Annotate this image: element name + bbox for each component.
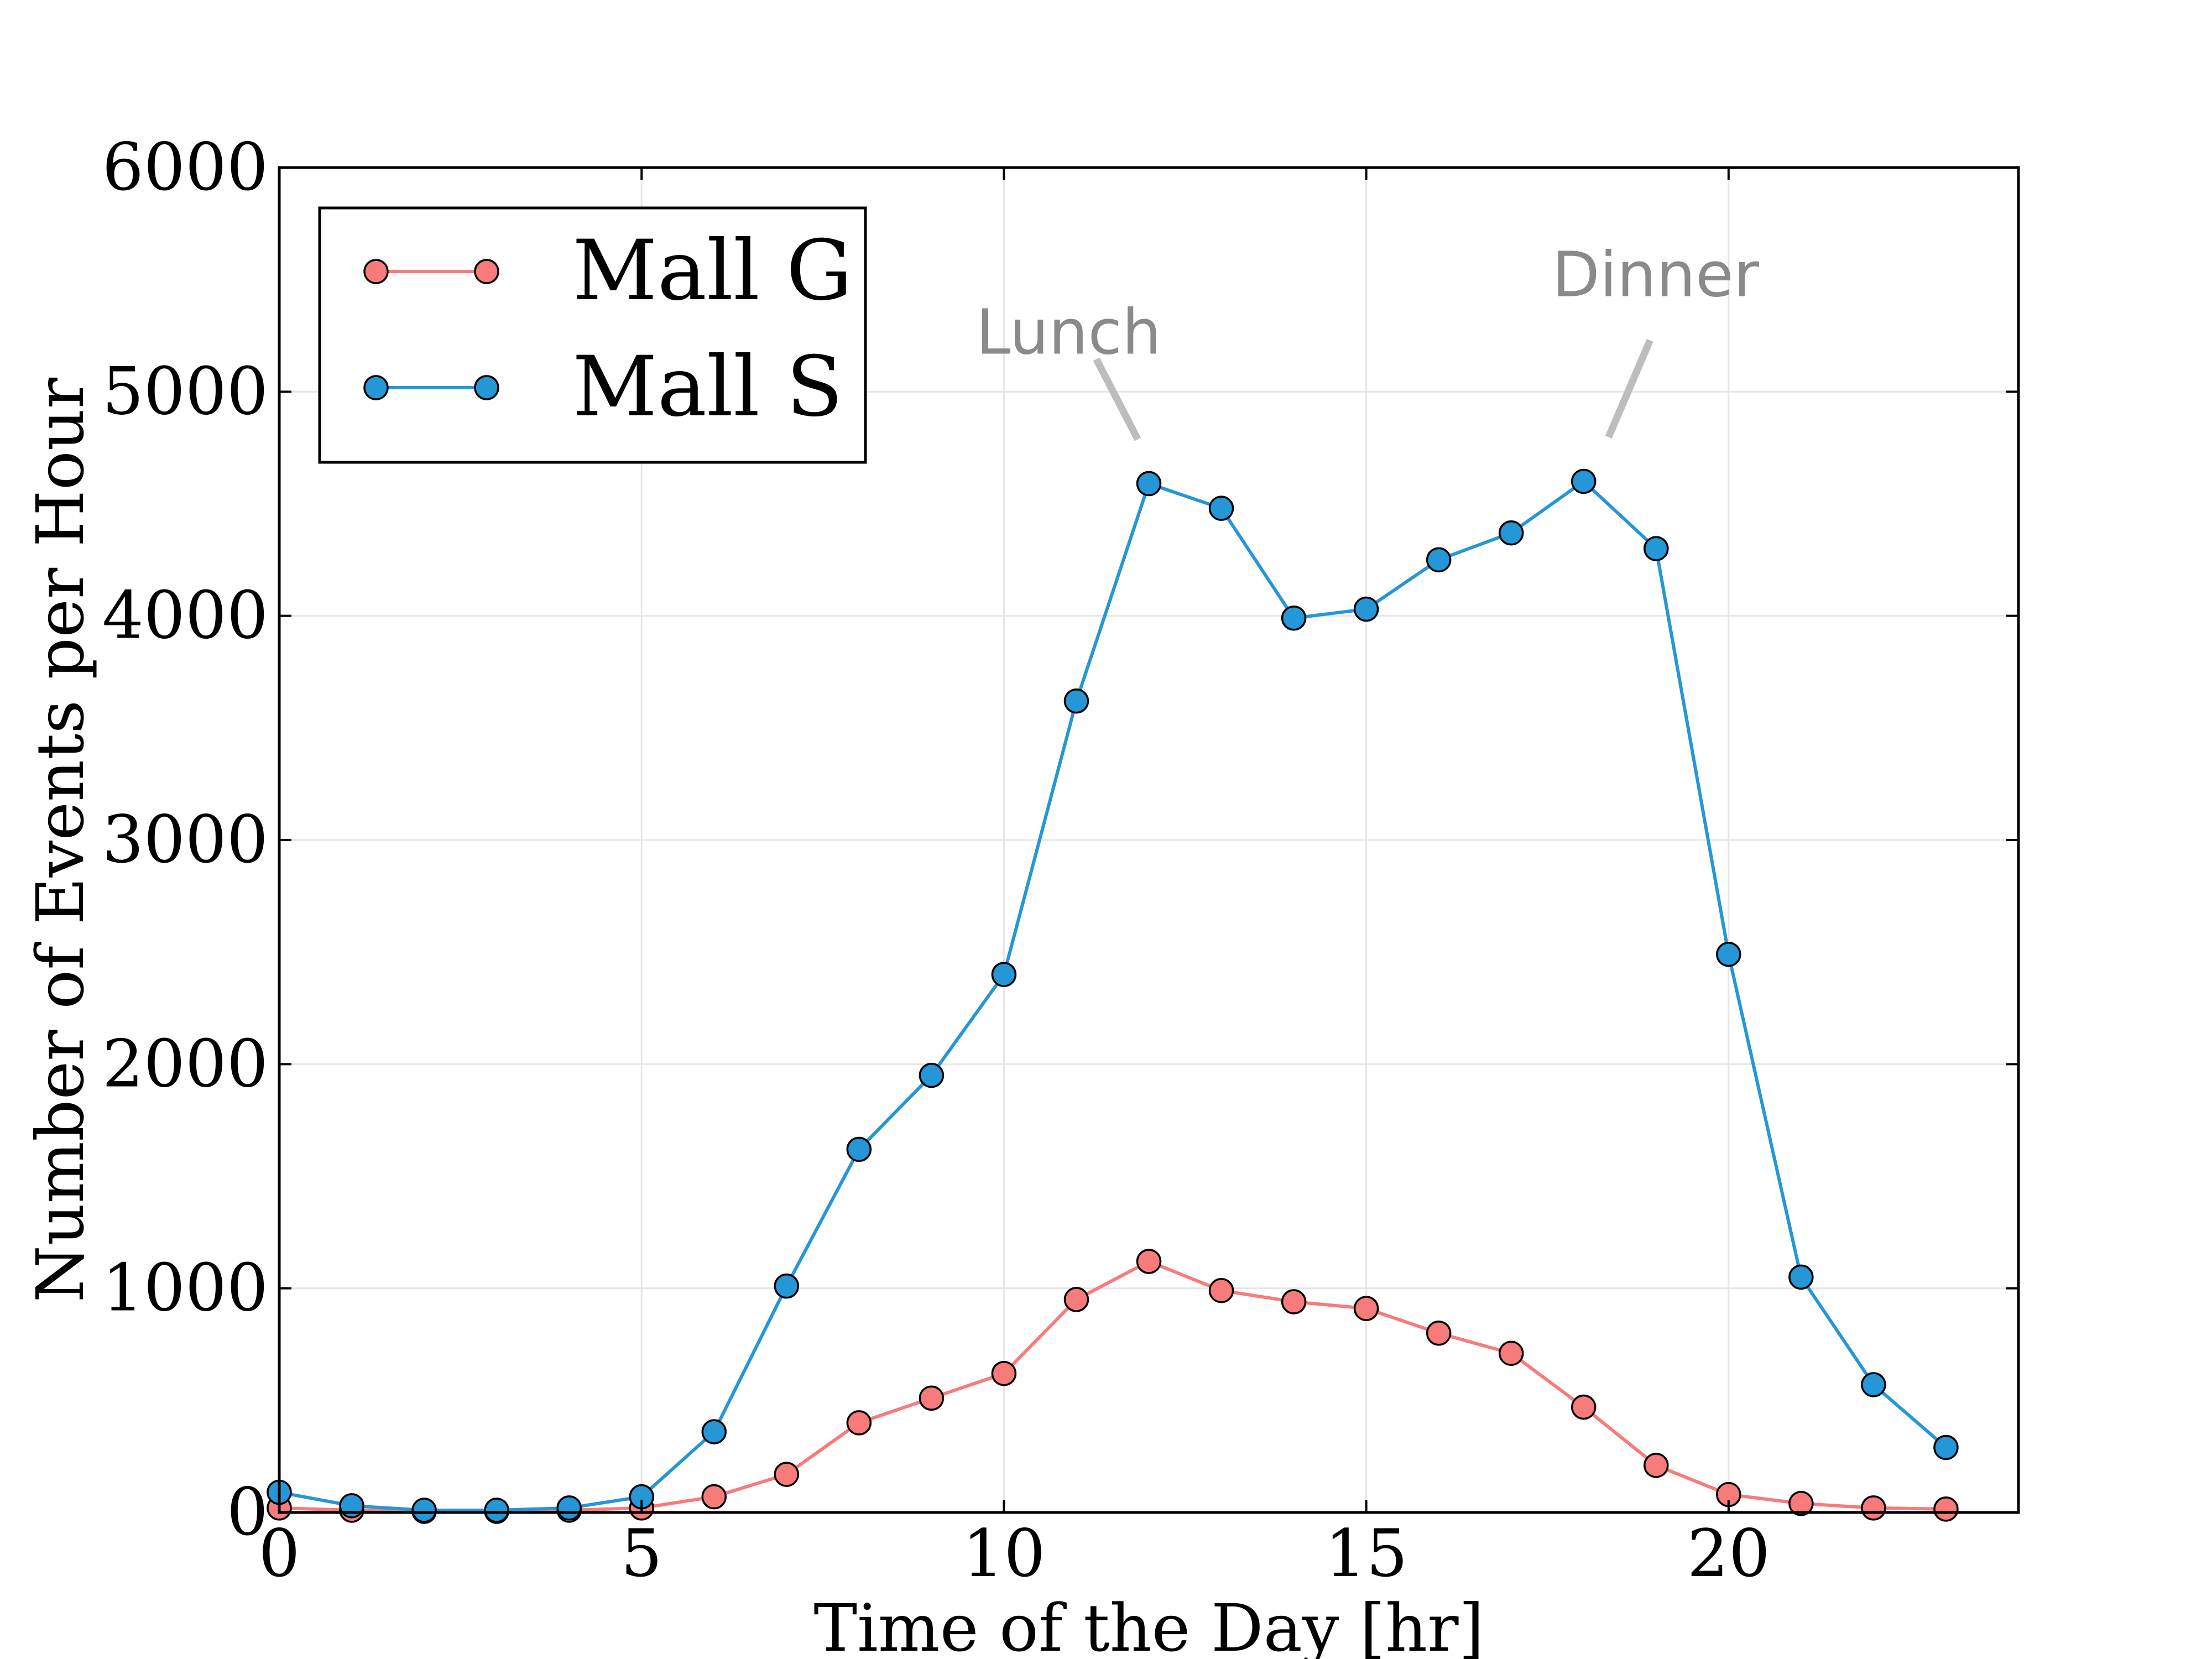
data-point (1426, 1320, 1452, 1346)
data-point (1136, 1249, 1162, 1274)
data-point (1498, 520, 1524, 546)
data-point (1281, 605, 1307, 631)
data-point (556, 1495, 582, 1521)
legend-label: Mall S (572, 339, 843, 435)
y-tick-label: 5000 (102, 353, 268, 429)
data-point (701, 1419, 727, 1444)
data-point (919, 1062, 945, 1088)
data-point (1571, 468, 1597, 494)
data-point (484, 1498, 509, 1523)
data-point (411, 1498, 437, 1523)
annotation-label: Dinner (1552, 239, 1760, 311)
data-point (1716, 941, 1741, 967)
y-axis-label: Number of Events per Hour (22, 377, 98, 1302)
legend-swatch-marker (363, 259, 389, 284)
legend-swatch-marker (363, 375, 389, 400)
legend-box (318, 206, 867, 464)
legend-label: Mall G (572, 223, 852, 319)
series-2 (267, 468, 1959, 1523)
legend-item-1: Mall G (363, 223, 852, 319)
x-tick-label: 20 (1687, 1515, 1770, 1592)
data-point (919, 1385, 945, 1411)
data-point (991, 1360, 1017, 1386)
legend: Mall G Mall S (318, 206, 867, 464)
y-tick-label: 2000 (102, 1025, 268, 1102)
x-axis-label: Time of the Day [hr] (813, 1590, 1484, 1659)
data-point (774, 1273, 800, 1299)
y-tick-label: 6000 (102, 129, 268, 205)
data-point (1208, 1277, 1234, 1303)
y-tick-label: 4000 (102, 577, 268, 654)
data-point (1426, 547, 1452, 573)
data-point (1281, 1289, 1307, 1314)
data-point (846, 1410, 872, 1436)
annotation-layer: Lunch Dinner (976, 239, 1760, 441)
legend-swatch-marker (474, 375, 499, 400)
legend-swatch-marker (474, 259, 499, 284)
data-point (1933, 1434, 1959, 1460)
x-tick-label: 0 (258, 1515, 300, 1592)
y-tick-label: 3000 (102, 801, 268, 878)
x-tick-label: 10 (962, 1515, 1045, 1592)
data-point (846, 1136, 872, 1162)
y-tick-label: 1000 (102, 1250, 268, 1326)
data-point (774, 1462, 800, 1487)
x-tick-label: 15 (1325, 1515, 1408, 1592)
annotation-pointer (1093, 357, 1141, 441)
annotation-pointer (1605, 338, 1653, 439)
data-point (1788, 1491, 1814, 1516)
data-point (1063, 688, 1089, 714)
data-point (1861, 1372, 1886, 1397)
legend-item-2: Mall S (363, 339, 843, 435)
data-point (1861, 1495, 1886, 1521)
series-layer (267, 468, 1959, 1524)
data-point (991, 962, 1017, 987)
data-point (1644, 536, 1669, 561)
data-point (339, 1493, 364, 1519)
data-point (1498, 1340, 1524, 1366)
data-point (1063, 1287, 1089, 1312)
data-point (1933, 1496, 1959, 1522)
data-point (1353, 596, 1379, 622)
data-point (1571, 1394, 1597, 1420)
data-point (701, 1484, 727, 1510)
y-tick-label: 0 (227, 1474, 268, 1550)
data-point (1136, 471, 1162, 497)
data-point (1788, 1264, 1814, 1290)
x-tick-label: 5 (621, 1515, 662, 1592)
data-point (1208, 495, 1234, 521)
data-point (1644, 1453, 1669, 1478)
axis-ticks: 0 5 10 15 20 0 1000 2000 3000 4000 5000 6000 (102, 129, 2018, 1592)
annotation-label: Lunch (976, 297, 1161, 369)
data-point (1353, 1296, 1379, 1321)
